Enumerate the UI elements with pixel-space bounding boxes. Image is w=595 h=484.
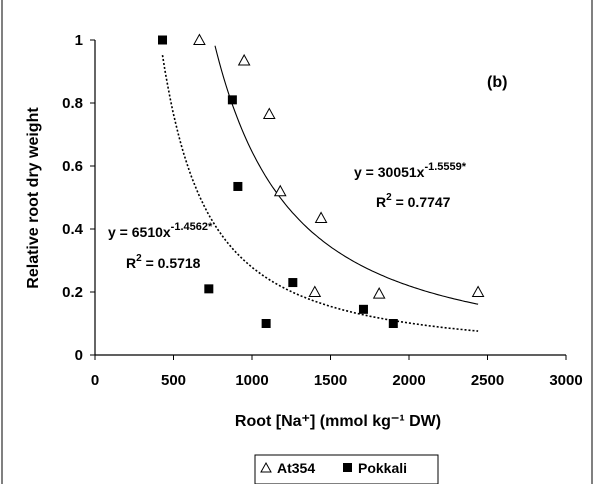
x-tick-label: 500 xyxy=(161,372,186,389)
x-axis-title: Root [Na⁺] (mmol kg⁻¹ DW) xyxy=(235,413,441,430)
data-points xyxy=(158,33,485,328)
y-tick-label: 0 xyxy=(75,347,83,364)
legend-pokkali-marker xyxy=(343,463,352,472)
at354-r2-prefix: R xyxy=(376,194,386,210)
pokkali-r2-value: = 0.5718 xyxy=(142,255,201,271)
y-tick-label: 0.2 xyxy=(62,284,83,301)
legend: At354 Pokkali xyxy=(254,454,439,484)
at354-point xyxy=(273,184,287,197)
pokkali-r2-prefix: R xyxy=(126,255,136,271)
at354-point xyxy=(372,287,386,299)
pokkali-trendline xyxy=(161,54,479,332)
pokkali-equation-base: y = 6510x xyxy=(108,224,171,240)
at354-trendline xyxy=(214,45,479,305)
x-tick-labels: 0 500 1000 1500 2000 2500 3000 xyxy=(91,372,583,389)
at354-equation: y = 30051x-1.5559* xyxy=(354,161,467,180)
pokkali-point xyxy=(388,319,398,328)
at354-r2-value: = 0.7747 xyxy=(392,194,451,210)
x-tick-label: 0 xyxy=(91,372,99,389)
at354-r2: R2 = 0.7747 xyxy=(376,192,451,210)
at354-point xyxy=(471,285,485,297)
y-tick-label: 0.6 xyxy=(62,158,83,175)
pokkali-point xyxy=(227,95,237,105)
pokkali-point xyxy=(233,181,243,191)
pokkali-equation: y = 6510x-1.4562* xyxy=(108,221,213,240)
x-tick-label: 2500 xyxy=(471,372,504,389)
at354-equation-exponent: -1.5559* xyxy=(424,161,466,173)
trendlines xyxy=(161,45,479,332)
panel-label: (b) xyxy=(487,74,507,91)
x-tick-label: 3000 xyxy=(549,372,582,389)
pokkali-point xyxy=(158,35,168,45)
legend-at354-label: At354 xyxy=(277,460,315,476)
y-tick-label: 0.8 xyxy=(62,95,83,112)
x-tick-label: 1000 xyxy=(235,372,268,389)
pokkali-point xyxy=(204,284,214,294)
y-tick-label: 1 xyxy=(75,32,83,49)
pokkali-point xyxy=(288,278,298,288)
legend-at354-marker xyxy=(260,461,272,473)
x-tick-label: 1500 xyxy=(314,372,347,389)
at354-point xyxy=(308,285,322,297)
pokkali-point xyxy=(261,319,271,328)
at354-point xyxy=(237,53,251,66)
y-tick-label: 0.4 xyxy=(62,221,84,238)
at354-point xyxy=(193,33,206,45)
y-tick-labels: 0 0.2 0.4 0.6 0.8 1 xyxy=(62,32,84,364)
axes xyxy=(90,39,567,360)
pokkali-r2-sup: 2 xyxy=(136,253,142,264)
pokkali-equation-exponent: -1.4562* xyxy=(171,221,213,233)
at354-equation-base: y = 30051x xyxy=(354,164,425,180)
x-tick-label: 2000 xyxy=(392,372,425,389)
y-axis-title: Relative root dry weight xyxy=(25,107,42,289)
at354-point xyxy=(262,107,276,120)
pokkali-point xyxy=(358,304,368,314)
at354-point xyxy=(314,211,328,223)
legend-pokkali-label: Pokkali xyxy=(358,460,407,476)
at354-r2-sup: 2 xyxy=(386,192,392,203)
pokkali-r2: R2 = 0.5718 xyxy=(126,253,201,271)
